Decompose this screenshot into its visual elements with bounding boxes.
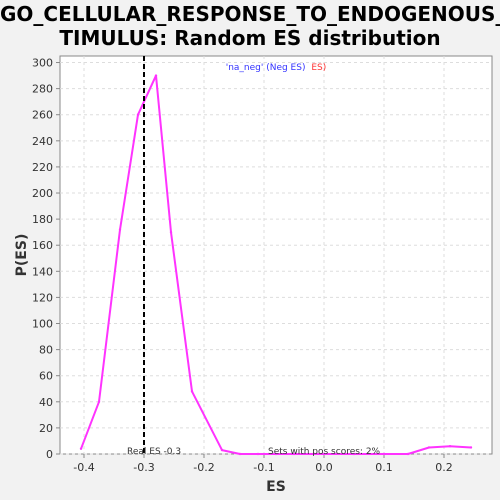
data-point xyxy=(256,452,260,456)
data-point xyxy=(382,452,386,456)
y-tick-label: 200 xyxy=(32,187,53,200)
x-tick-label: 0.0 xyxy=(315,461,333,474)
y-tick-label: 180 xyxy=(32,213,53,226)
legend-es: ES) xyxy=(311,63,326,73)
data-point xyxy=(274,452,278,456)
y-tick-label: 80 xyxy=(39,344,53,357)
y-tick-label: 280 xyxy=(32,83,53,96)
y-tick-label: 60 xyxy=(39,370,53,383)
y-tick-label: 220 xyxy=(32,161,53,174)
x-tick-label: -0.4 xyxy=(73,461,94,474)
data-point xyxy=(352,452,356,456)
y-tick-label: 20 xyxy=(39,422,53,435)
x-tick-label: 0.2 xyxy=(435,461,453,474)
grid-lines xyxy=(60,56,492,455)
data-point xyxy=(190,390,194,393)
real-es-label: Real ES -0.3 xyxy=(127,447,181,457)
x-axis-label: ES xyxy=(266,479,286,495)
x-tick-label: 0.1 xyxy=(375,461,393,474)
data-point xyxy=(292,452,296,456)
data-point xyxy=(469,446,473,449)
data-point xyxy=(136,113,140,116)
plot-area xyxy=(59,55,493,455)
data-point xyxy=(322,452,326,456)
y-tick-label: 0 xyxy=(46,448,53,461)
data-point xyxy=(220,448,224,452)
y-tick-label: 140 xyxy=(32,265,53,278)
legend-neg-es: 'na_neg' (Neg ES) xyxy=(226,63,306,73)
data-point xyxy=(154,74,158,77)
data-point xyxy=(427,446,431,449)
data-point xyxy=(97,400,101,404)
y-tick-label: 240 xyxy=(32,135,53,148)
data-point xyxy=(406,452,410,456)
y-axis-label: P(ES) xyxy=(14,234,30,277)
chart-title: GO_CELLULAR_RESPONSE_TO_ENDOGENOUS_S TIM… xyxy=(0,2,500,50)
data-point xyxy=(238,452,242,456)
chart-title-line2: TIMULUS: Random ES distribution xyxy=(59,26,441,50)
x-tick-label: -0.3 xyxy=(133,461,154,474)
series-layer xyxy=(79,74,473,456)
pos-scores-label: Sets with pos scores: 2% xyxy=(268,447,381,457)
x-tick-label: -0.1 xyxy=(253,461,274,474)
axes: 0 20 40 60 80 100 120 140 160 180 200 220 240 260 280 3… xyxy=(32,57,453,474)
y-tick-label: 300 xyxy=(32,57,53,70)
y-tick-label: 100 xyxy=(32,318,53,331)
chart-title-line1: GO_CELLULAR_RESPONSE_TO_ENDOGENOUS_S xyxy=(0,2,500,26)
data-point xyxy=(448,444,452,448)
y-tick-label: 120 xyxy=(32,291,53,304)
data-point xyxy=(118,228,122,231)
y-tick-label: 260 xyxy=(32,109,53,122)
x-tick-label: -0.2 xyxy=(193,461,214,474)
y-tick-label: 40 xyxy=(39,396,53,409)
y-tick-label: 160 xyxy=(32,239,53,252)
data-point xyxy=(169,230,173,234)
data-point xyxy=(79,447,83,450)
legend-text: 'na_neg' (Neg ES) ES) xyxy=(226,63,327,73)
